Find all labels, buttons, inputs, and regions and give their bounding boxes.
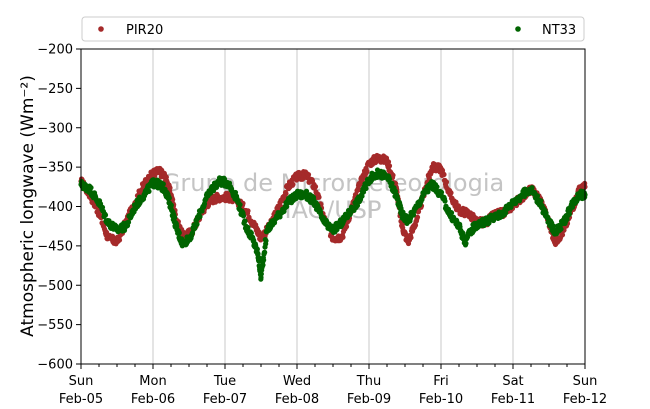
data-point <box>240 213 247 219</box>
data-point <box>160 181 166 187</box>
data-point <box>242 218 248 224</box>
y-tick-label: −550 <box>37 318 73 333</box>
y-tick-label: −500 <box>37 279 73 294</box>
y-tick-label: −450 <box>37 239 73 254</box>
data-point <box>166 195 172 201</box>
x-tick-label: Thu Feb-09 <box>347 374 391 407</box>
data-point <box>316 194 322 200</box>
data-point <box>550 223 556 229</box>
data-point <box>172 215 178 221</box>
legend-marker-pir20 <box>98 26 104 32</box>
data-point <box>442 198 448 204</box>
data-point <box>364 168 370 174</box>
data-point <box>248 230 254 236</box>
y-tick-label: −300 <box>37 121 73 136</box>
data-point <box>414 214 421 220</box>
data-point <box>558 226 564 232</box>
data-point <box>434 184 440 190</box>
data-point <box>559 232 566 238</box>
data-point <box>455 203 462 209</box>
data-point <box>109 233 116 239</box>
data-point <box>566 211 573 217</box>
data-point <box>168 202 174 208</box>
data-point <box>245 208 251 214</box>
data-point <box>390 172 396 178</box>
series-nt33 <box>78 167 588 282</box>
data-point <box>508 204 514 210</box>
legend-label-pir20: PIR20 <box>126 23 163 38</box>
data-point <box>237 202 243 208</box>
legend: PIR20 NT33 <box>81 16 585 42</box>
legend-box <box>81 16 585 42</box>
data-point <box>125 219 132 225</box>
data-point <box>538 198 544 204</box>
data-point <box>167 185 173 191</box>
y-tick-label: −350 <box>37 161 73 176</box>
data-point <box>290 181 296 188</box>
data-point <box>197 214 203 220</box>
x-tick-label: Tue Feb-07 <box>203 374 247 407</box>
scatter-points <box>78 152 588 282</box>
data-point <box>385 159 392 165</box>
data-point <box>340 234 346 240</box>
data-point <box>412 222 419 228</box>
data-point <box>408 235 414 241</box>
data-point <box>146 188 152 195</box>
data-point <box>534 193 541 199</box>
data-point <box>389 180 395 186</box>
y-tick-label: −200 <box>37 43 73 58</box>
y-tick-label: −600 <box>37 358 73 373</box>
data-point <box>194 221 200 227</box>
data-point <box>88 185 94 191</box>
y-tick-label: −250 <box>37 82 73 97</box>
data-point <box>263 238 269 244</box>
data-point <box>258 271 264 277</box>
y-tick-label: −400 <box>37 200 73 215</box>
legend-marker-nt33 <box>515 26 521 32</box>
data-point <box>441 171 447 178</box>
data-point <box>438 189 445 195</box>
x-tick-label: Sun Feb-05 <box>59 374 103 407</box>
x-tick-label: Sun Feb-12 <box>563 374 607 407</box>
data-point <box>116 237 123 243</box>
data-point <box>260 262 266 268</box>
data-point <box>245 224 251 231</box>
data-point <box>363 185 369 192</box>
data-point <box>305 172 312 178</box>
data-point <box>176 230 182 236</box>
data-point <box>448 210 455 216</box>
x-axis: Sun Feb-05 Mon Feb-06 Tue Feb-07 Wed Feb-08 Thu F… <box>59 364 607 407</box>
data-point <box>503 210 509 216</box>
data-point <box>529 185 535 191</box>
data-point <box>443 179 450 185</box>
legend-label-nt33: NT33 <box>542 23 576 38</box>
data-point <box>261 257 267 263</box>
data-point <box>343 224 350 230</box>
data-point <box>262 249 268 255</box>
watermark-line-2: IAG/USP <box>284 196 381 224</box>
data-point <box>359 193 365 199</box>
data-point <box>102 212 109 218</box>
x-tick-label: Mon Feb-06 <box>131 374 175 407</box>
y-axis-label: Atmospheric longwave (Wm⁻²) <box>18 75 38 337</box>
y-axis: −600 −550 −500 −450 −400 −350 −300 −250 −200 <box>37 43 81 373</box>
data-point <box>425 189 431 195</box>
data-point <box>254 246 260 252</box>
data-point <box>463 240 469 247</box>
data-point <box>312 184 319 190</box>
data-point <box>386 163 393 169</box>
data-point <box>283 191 289 197</box>
data-point <box>99 204 106 211</box>
x-tick-label: Fri Feb-10 <box>419 374 463 407</box>
data-point <box>448 190 454 196</box>
x-tick-label: Wed Feb-08 <box>275 374 319 407</box>
data-point <box>284 204 290 210</box>
x-tick-label: Sat Feb-11 <box>491 374 535 407</box>
